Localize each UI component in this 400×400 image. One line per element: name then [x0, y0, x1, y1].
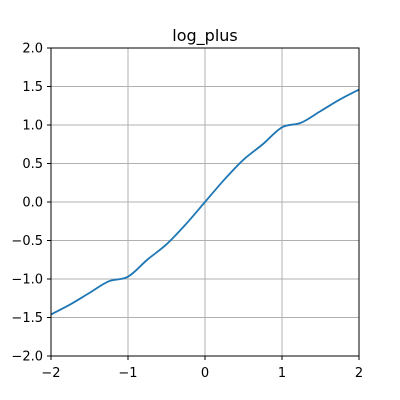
- y-tick-label: −1.5: [11, 311, 43, 326]
- y-tick-label: −1.0: [11, 273, 43, 288]
- x-tick-label: −2: [41, 366, 60, 381]
- y-tick-label: −2.0: [11, 350, 43, 365]
- ticks: −2 −1 0 1 2 −2.0 −1.5 −1.0 −0.5 0.0 0.5 1.0 1.5 2.0: [11, 42, 363, 382]
- y-tick-label: 0.5: [22, 157, 43, 172]
- series-line: [50, 88, 360, 316]
- x-tick-label: 2: [355, 366, 363, 381]
- x-tick-label: 0: [201, 366, 209, 381]
- y-tick-label: −0.5: [11, 234, 43, 249]
- x-tick-label: −1: [118, 366, 137, 381]
- x-tick-label: 1: [278, 366, 286, 381]
- chart-title: log_plus: [172, 26, 237, 46]
- y-tick-label: 1.5: [22, 80, 43, 95]
- y-tick-label: 0.0: [22, 196, 43, 211]
- y-tick-label: 2.0: [22, 42, 43, 57]
- series-layer: [50, 88, 360, 316]
- y-tick-label: 1.0: [22, 119, 43, 134]
